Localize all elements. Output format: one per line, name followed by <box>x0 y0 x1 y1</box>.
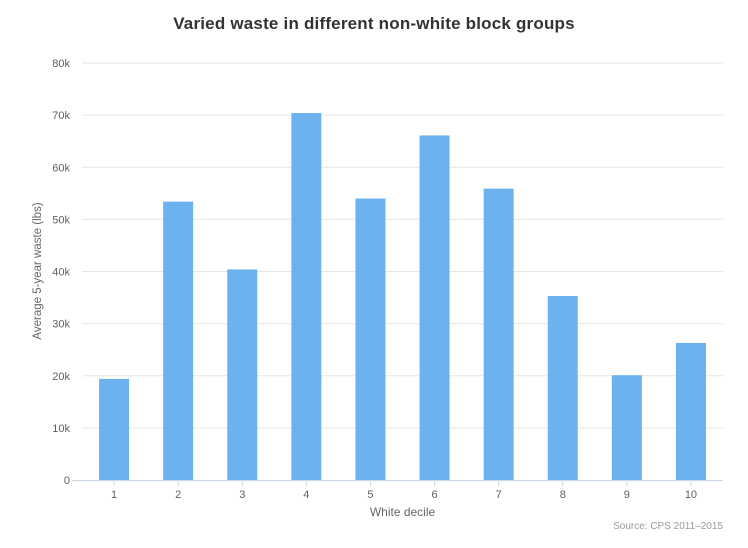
y-tick-label: 10k <box>52 423 70 435</box>
bar-3 <box>227 269 258 480</box>
x-tick-label: 3 <box>239 489 245 501</box>
chart-title: Varied waste in different non-white bloc… <box>173 14 575 33</box>
bar-2 <box>163 201 194 480</box>
x-tick-label: 6 <box>431 489 437 501</box>
bar-5 <box>355 198 386 480</box>
bar-1 <box>99 378 130 480</box>
bar-10 <box>675 342 706 480</box>
source-label: Source: CPS 2011–2015 <box>613 521 723 532</box>
x-tick-label: 10 <box>685 489 697 501</box>
y-axis-title: Average 5-year waste (lbs) <box>32 202 44 340</box>
x-axis-title: White decile <box>369 505 436 519</box>
bar-4 <box>291 113 322 480</box>
x-tick-label: 8 <box>560 489 566 501</box>
x-tick-label: 9 <box>624 489 630 501</box>
y-tick-label: 30k <box>52 319 70 331</box>
y-tick-label: 60k <box>52 162 70 174</box>
bar-6 <box>419 135 450 481</box>
bar-9 <box>611 375 642 480</box>
y-tick-label: 50k <box>52 214 70 226</box>
y-tick-label: 0 <box>64 475 70 487</box>
y-tick-label: 40k <box>52 267 70 279</box>
y-tick-label: 80k <box>52 58 70 70</box>
x-tick-label: 7 <box>496 489 502 501</box>
y-tick-label: 20k <box>52 371 70 383</box>
x-tick-label: 2 <box>175 489 181 501</box>
y-tick-label: 70k <box>52 110 70 122</box>
x-tick-label: 4 <box>303 489 309 501</box>
bar-8 <box>547 295 578 480</box>
x-tick-label: 1 <box>111 489 117 501</box>
x-tick-label: 5 <box>367 489 373 501</box>
bar-7 <box>483 188 514 480</box>
